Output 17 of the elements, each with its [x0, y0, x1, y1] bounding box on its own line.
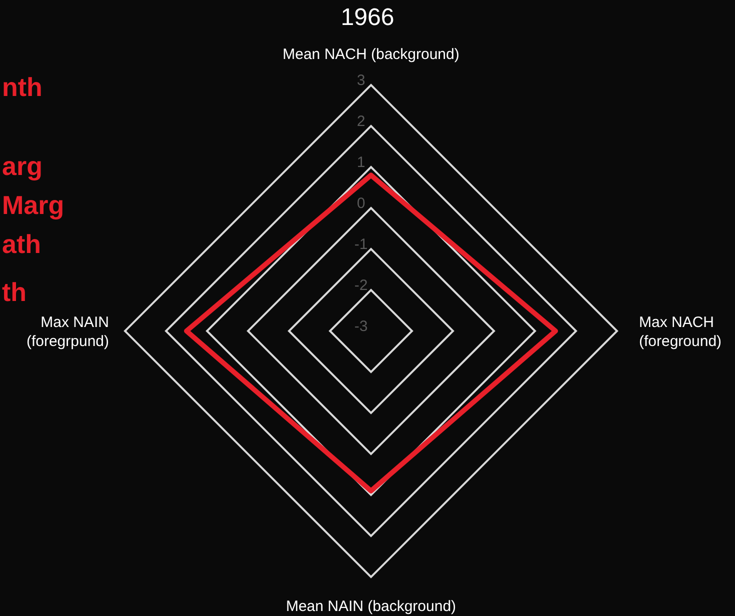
y-tick-label: 0 [356, 195, 366, 212]
spoke-label: Max NAIN (foregrpund) [26, 314, 109, 350]
spoke-label: Mean NACH (background) [282, 46, 460, 63]
y-tick-label: 3 [356, 72, 366, 89]
text: Marg [2, 190, 64, 221]
text: nth [2, 72, 42, 103]
text: th [2, 277, 27, 308]
y-tick-label: 2 [356, 113, 366, 130]
y-tick-label: -1 [354, 236, 368, 253]
y-tick-label: -3 [354, 318, 368, 335]
y-tick-label: 1 [356, 154, 366, 171]
spoke-label: Max NACH (foreground) [639, 314, 722, 350]
chart-title: 1966 [340, 4, 396, 32]
text: ath [2, 229, 41, 260]
spoke-label: Mean NAIN (background) [286, 598, 456, 615]
text: arg [2, 151, 42, 182]
y-tick-label: -2 [354, 277, 368, 294]
